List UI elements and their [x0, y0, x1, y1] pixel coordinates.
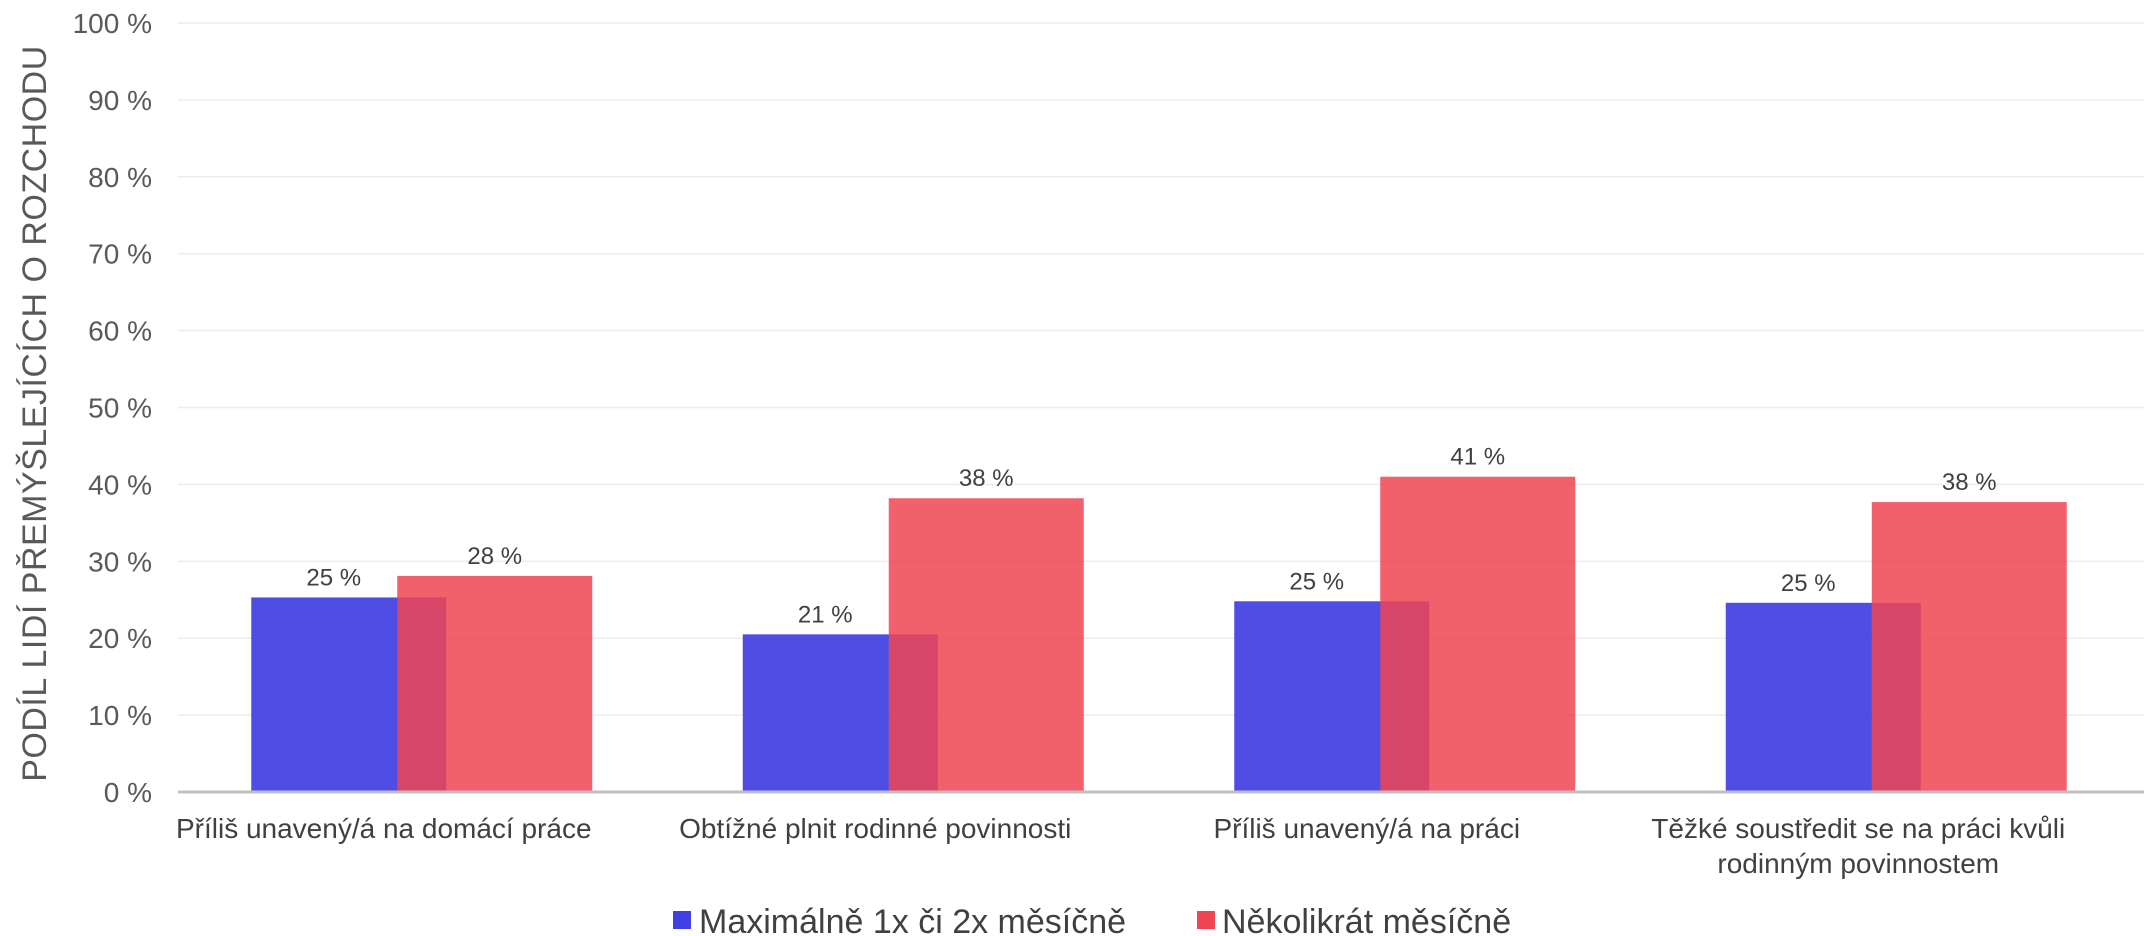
bar-nekolikrat-2	[1380, 476, 1576, 792]
y-tick-label: 60 %	[88, 316, 152, 347]
data-label: 21 %	[798, 601, 853, 628]
category-label: rodinným povinnostem	[1717, 848, 1999, 879]
category-label: Obtížné plnit rodinné povinnosti	[679, 813, 1071, 844]
y-axis-ticks: 0 % 10 % 20 % 30 % 40 % 50 % 60 % 70 % 80 % 90 % 1…	[73, 8, 152, 808]
data-label: 28 %	[467, 543, 522, 570]
category-labels: Příliš unavený/á na domácí práce Obtížné …	[176, 813, 2065, 879]
data-label: 25 %	[306, 564, 361, 591]
data-labels: 25 % 28 % 21 % 38 % 25 % 41 % 25 % 38 %	[306, 444, 1996, 629]
data-label: 38 %	[1942, 469, 1997, 496]
data-label: 25 %	[1781, 570, 1836, 597]
legend: Maximálně 1x či 2x měsíčně Několikrát měs…	[673, 903, 1511, 936]
y-tick-label: 20 %	[88, 623, 152, 654]
y-tick-label: 70 %	[88, 239, 152, 270]
y-tick-label: 80 %	[88, 162, 152, 193]
y-axis-label: PODÍL LIDÍ PŘEMÝŠLEJÍCÍCH O ROZCHODU	[16, 45, 54, 782]
bar-nekolikrat-0	[397, 575, 593, 792]
y-tick-label: 100 %	[73, 8, 152, 39]
y-tick-label: 90 %	[88, 85, 152, 116]
y-tick-label: 10 %	[88, 700, 152, 731]
data-label: 25 %	[1289, 568, 1344, 595]
y-tick-label: 30 %	[88, 546, 152, 577]
legend-swatch	[1197, 911, 1215, 929]
bar-nekolikrat-3	[1871, 502, 2067, 792]
data-label: 41 %	[1450, 444, 1505, 471]
category-label: Příliš unavený/á na práci	[1213, 813, 1520, 844]
category-label: Příliš unavený/á na domácí práce	[176, 813, 592, 844]
y-tick-label: 50 %	[88, 393, 152, 424]
y-tick-label: 0 %	[104, 777, 152, 808]
category-label: Těžké soustředit se na práci kvůli	[1651, 813, 2065, 844]
bars	[251, 476, 2067, 792]
bar-nekolikrat-1	[888, 498, 1084, 792]
data-label: 38 %	[959, 465, 1014, 492]
legend-label: Maximálně 1x či 2x měsíčně	[699, 903, 1126, 936]
y-tick-label: 40 %	[88, 469, 152, 500]
legend-label: Několikrát měsíčně	[1222, 903, 1511, 936]
legend-swatch	[673, 911, 691, 929]
